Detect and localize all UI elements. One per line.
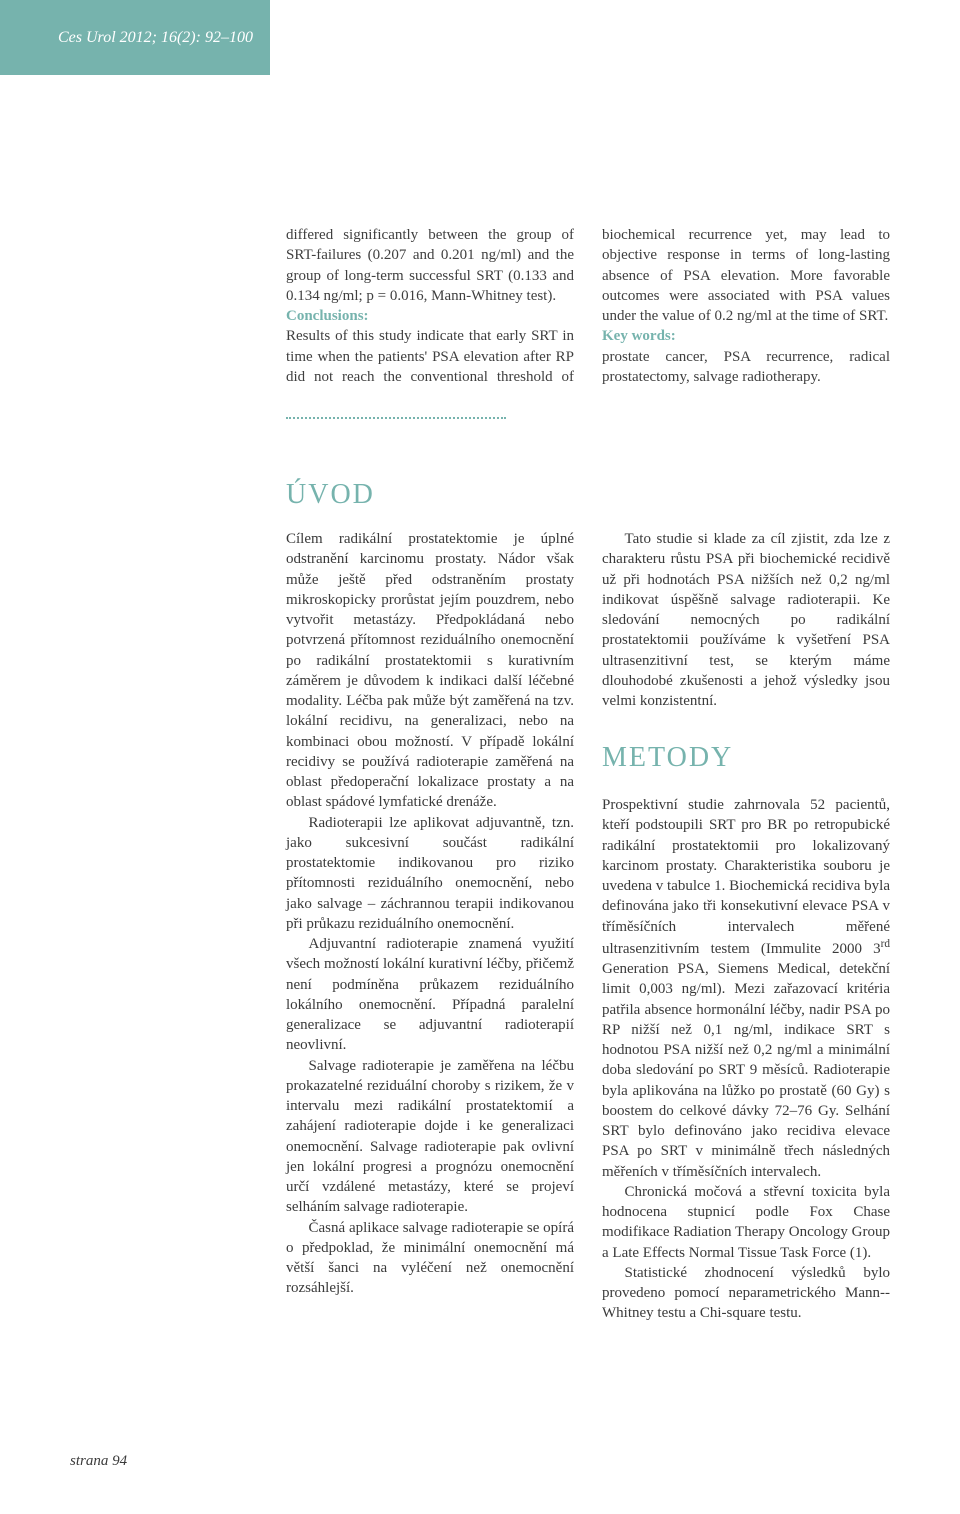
- keywords-label: Key words:: [602, 326, 890, 346]
- metody-p1-sup: rd: [881, 938, 890, 950]
- page-number: strana 94: [70, 1453, 127, 1470]
- metody-heading: METODY: [602, 739, 890, 777]
- uvod-p6: Tato studie si klade za cíl zjistit, zda…: [602, 529, 890, 711]
- uvod-p5: Časná aplikace salvage radioterapie se o…: [286, 1218, 574, 1299]
- uvod-heading: ÚVOD: [286, 479, 890, 511]
- body-columns: Cílem radikální prostatektomie je úplné …: [286, 529, 890, 1324]
- metody-p1: Prospektivní studie zahrnovala 52 pacien…: [602, 795, 890, 1182]
- section-divider: [286, 417, 506, 419]
- abstract-block: differed significantly between the group…: [286, 225, 890, 387]
- metody-p1a: Prospektivní studie zahrnovala 52 pacien…: [602, 797, 890, 957]
- uvod-p6a: Tato studie si klade za cíl zjistit, zda…: [602, 531, 890, 567]
- journal-header-band: Ces Urol 2012; 16(2): 92–100: [0, 0, 270, 75]
- conclusions-label: Conclusions:: [286, 306, 574, 326]
- journal-citation: Ces Urol 2012; 16(2): 92–100: [58, 29, 253, 47]
- page-content: differed significantly between the group…: [0, 75, 960, 1364]
- metody-p3: Statistické zhodnocení výsledků bylo pro…: [602, 1263, 890, 1324]
- keywords-text: prostate cancer, PSA recurrence, radical…: [602, 347, 890, 388]
- uvod-p4: Salvage radioterapie je zaměřena na léčb…: [286, 1056, 574, 1218]
- abstract-paragraph: differed significantly between the group…: [286, 225, 574, 306]
- page-wrapper: Ces Urol 2012; 16(2): 92–100 differed si…: [0, 0, 960, 1514]
- metody-p2: Chronická močová a střevní toxicita byla…: [602, 1182, 890, 1263]
- uvod-p3: Adjuvantní radioterapie znamená využití …: [286, 934, 574, 1056]
- uvod-p2: Radioterapii lze aplikovat adjuvantně, t…: [286, 813, 574, 935]
- uvod-p1: Cílem radikální prostatektomie je úplné …: [286, 529, 574, 813]
- metody-p1b: Generation PSA, Siemens Medical, detekčn…: [602, 961, 890, 1180]
- uvod-p6b: vě už při hodnotách PSA nižších než 0,2 …: [602, 551, 890, 709]
